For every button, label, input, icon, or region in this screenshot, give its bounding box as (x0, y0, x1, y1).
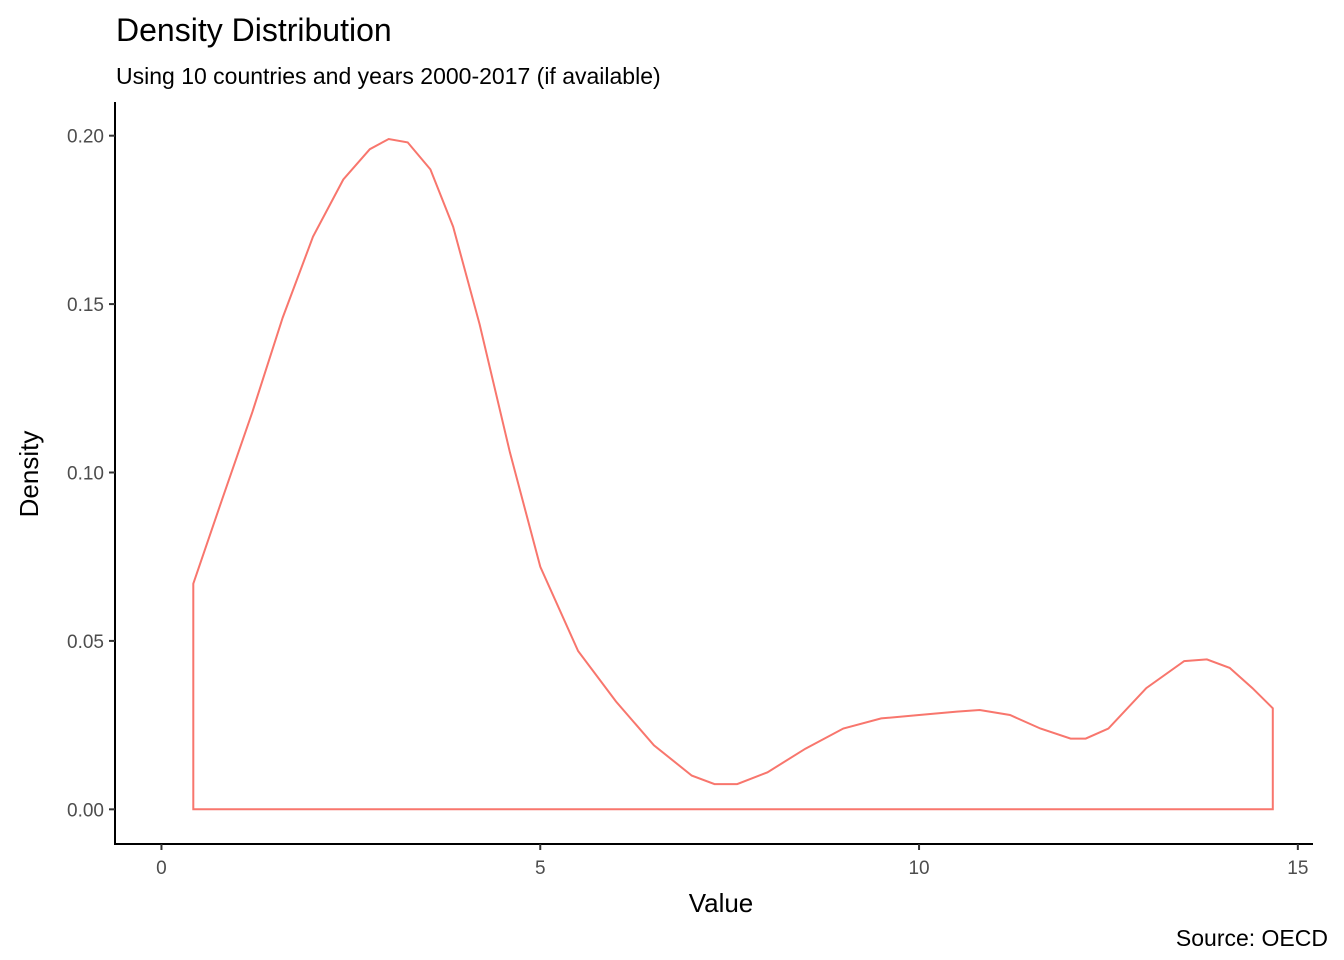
x-tick-label: 0 (156, 858, 167, 879)
y-tick-label: 0.05 (67, 632, 104, 653)
chart-caption: Source: OECD (1176, 925, 1328, 951)
chart-subtitle: Using 10 countries and years 2000-2017 (… (116, 63, 661, 89)
y-tick-label: 0.20 (67, 127, 104, 148)
y-axis-title: Density (14, 431, 44, 518)
x-tick-label: 15 (1287, 858, 1308, 879)
y-tick-label: 0.15 (67, 295, 104, 316)
y-tick-label: 0.00 (67, 800, 104, 821)
x-tick-label: 10 (908, 858, 929, 879)
y-tick-label: 0.10 (67, 464, 104, 485)
x-tick-label: 5 (535, 858, 546, 879)
x-axis-title: Value (689, 888, 754, 918)
density-curve (192, 137, 1274, 811)
y-axis-ticks: 0.00 0.05 0.10 0.15 0.20 (67, 127, 115, 821)
plot-area (192, 137, 1274, 811)
chart-title: Density Distribution (116, 12, 392, 48)
x-axis-ticks: 0 5 10 15 (156, 844, 1308, 879)
